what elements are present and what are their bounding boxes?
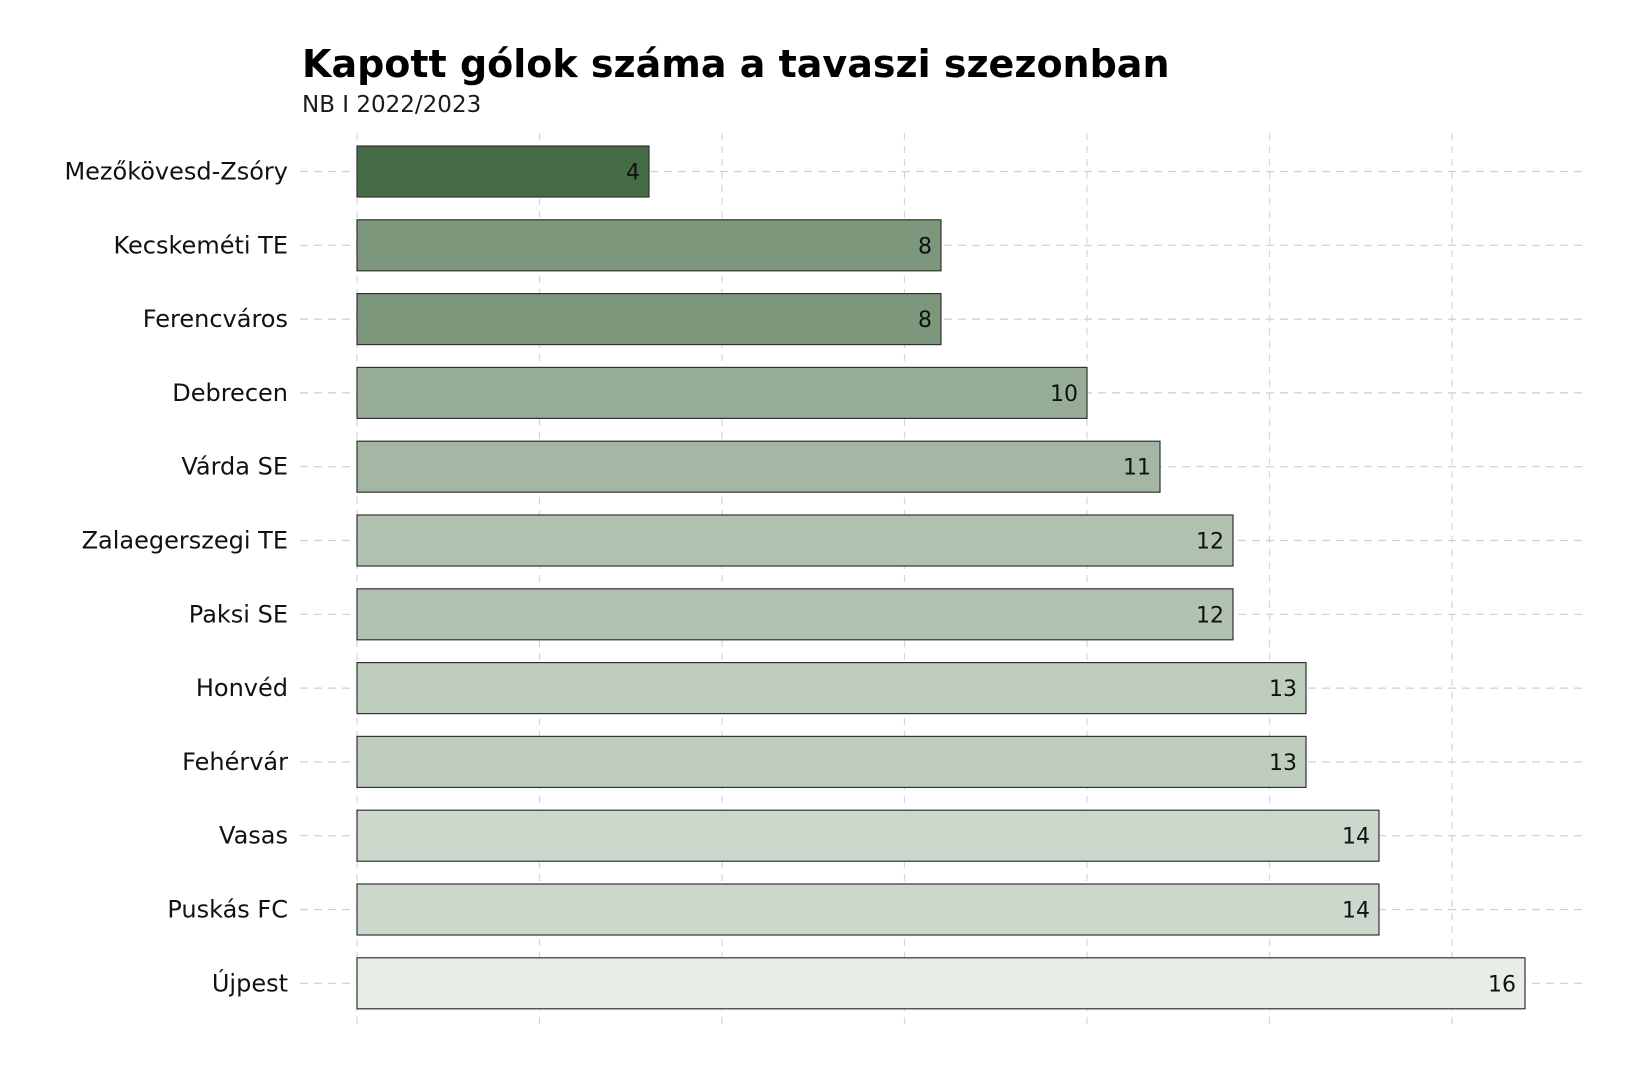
category-label: Honvéd (196, 674, 288, 702)
bar (356, 514, 1234, 567)
bar (356, 145, 650, 198)
data-label: 8 (918, 308, 932, 333)
category-label: Vasas (219, 822, 288, 850)
data-label: 10 (1050, 382, 1078, 407)
data-label: 12 (1196, 530, 1224, 555)
bar (356, 957, 1526, 1010)
data-label: 4 (626, 161, 640, 186)
label-layer: Mezőkövesd-Zsóry 4 Kecskeméti TE 8 Ferencvár… (64, 158, 1516, 998)
data-label: 11 (1123, 456, 1151, 481)
category-label: Újpest (212, 967, 288, 997)
data-label: 16 (1488, 972, 1516, 997)
bar (356, 883, 1380, 936)
category-label: Mezőkövesd-Zsóry (64, 158, 288, 186)
category-label: Puskás FC (167, 896, 288, 924)
bar (356, 809, 1380, 862)
data-label: 8 (918, 234, 932, 259)
category-label: Fehérvár (182, 748, 288, 776)
category-label: Várda SE (181, 453, 288, 481)
bar (356, 219, 942, 272)
category-label: Zalaegerszegi TE (82, 527, 288, 555)
bar (356, 440, 1161, 493)
category-label: Paksi SE (189, 600, 288, 628)
category-label: Kecskeméti TE (114, 231, 289, 259)
chart-title: Kapott gólok száma a tavaszi szezonban (302, 42, 1170, 86)
data-label: 14 (1342, 899, 1370, 924)
bar (356, 661, 1307, 715)
category-label: Ferencváros (143, 305, 288, 333)
data-label: 13 (1269, 751, 1297, 776)
data-label: 14 (1342, 825, 1370, 850)
bar (356, 366, 1088, 419)
bar (356, 735, 1307, 789)
category-label: Debrecen (172, 379, 288, 407)
bar-layer (356, 145, 1526, 1010)
data-label: 13 (1269, 677, 1297, 702)
bar (356, 588, 1234, 641)
chart-subtitle: NB I 2022/2023 (302, 92, 482, 118)
bar (356, 293, 942, 346)
data-label: 12 (1196, 603, 1224, 628)
